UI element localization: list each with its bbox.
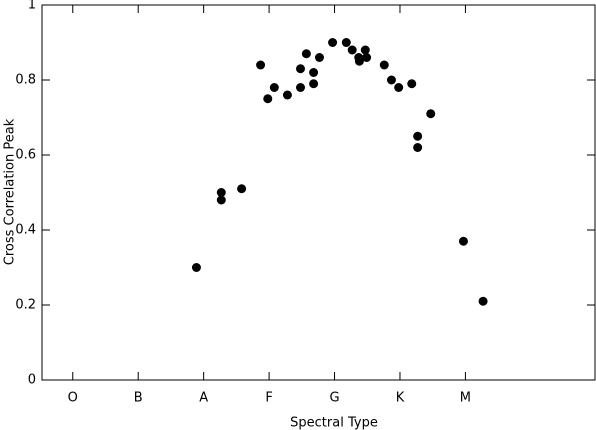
point bbox=[379, 60, 389, 70]
y-tick-label: 0.6 bbox=[15, 148, 36, 163]
point bbox=[263, 94, 273, 104]
x-tick-label: G bbox=[329, 391, 339, 406]
point bbox=[413, 131, 423, 141]
x-tick-label: K bbox=[396, 391, 405, 406]
x-axis-label: Spectral Type bbox=[290, 416, 378, 430]
y-tick-label: 0.2 bbox=[15, 298, 36, 313]
point bbox=[216, 188, 226, 197]
point bbox=[191, 263, 201, 272]
point bbox=[341, 38, 351, 47]
point bbox=[394, 83, 404, 92]
point bbox=[386, 75, 396, 85]
x-tick-label: A bbox=[199, 391, 208, 406]
point bbox=[296, 83, 306, 92]
point bbox=[314, 53, 324, 62]
point bbox=[407, 79, 417, 89]
x-tick-label: O bbox=[68, 391, 78, 406]
y-tick-label: 0 bbox=[28, 373, 36, 388]
x-tick-label: B bbox=[134, 391, 143, 406]
point bbox=[426, 109, 436, 119]
x-tick-label: M bbox=[460, 391, 471, 406]
y-tick-label: 1 bbox=[28, 0, 36, 13]
point bbox=[301, 49, 311, 59]
point bbox=[309, 68, 319, 77]
point bbox=[256, 60, 266, 70]
point bbox=[216, 195, 226, 205]
point bbox=[282, 90, 292, 100]
point bbox=[478, 296, 488, 306]
point bbox=[269, 83, 279, 92]
point bbox=[347, 45, 357, 55]
point bbox=[354, 56, 364, 66]
point bbox=[362, 53, 372, 62]
x-tick-label: F bbox=[265, 391, 272, 406]
y-tick-label: 0.8 bbox=[15, 73, 36, 88]
plot-frame bbox=[41, 4, 596, 381]
point bbox=[413, 143, 423, 152]
point bbox=[237, 184, 247, 194]
y-tick-label: 0.4 bbox=[15, 223, 36, 238]
point bbox=[458, 236, 468, 246]
point bbox=[328, 38, 338, 47]
point bbox=[309, 79, 319, 89]
point bbox=[360, 45, 370, 55]
point bbox=[296, 64, 306, 74]
y-axis-label: Cross Correlation Peak bbox=[3, 118, 18, 265]
